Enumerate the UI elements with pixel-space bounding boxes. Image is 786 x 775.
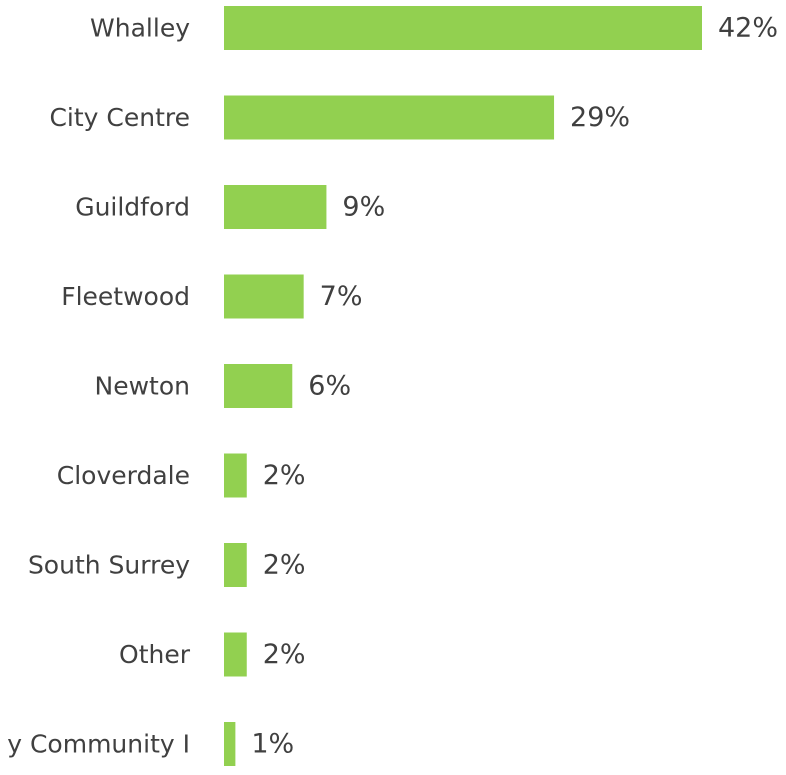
category-label-1: City Centre <box>49 103 190 132</box>
bars-group <box>224 6 702 766</box>
category-label-0: Whalley <box>90 14 190 43</box>
value-label-3: 7% <box>320 281 363 312</box>
category-label-3: Fleetwood <box>61 282 190 311</box>
category-label-6: South Surrey <box>28 551 190 580</box>
bar-0 <box>224 6 702 50</box>
value-label-8: 1% <box>251 729 294 760</box>
category-label-4: Newton <box>95 372 190 401</box>
bar-2 <box>224 185 327 229</box>
bar-8 <box>224 722 236 766</box>
value-label-6: 2% <box>263 550 306 581</box>
category-label-5: Cloverdale <box>57 461 190 490</box>
bar-3 <box>224 274 304 319</box>
category-labels-group: Whalley City Centre Guildford Fleetwood Newt… <box>7 14 190 759</box>
bar-1 <box>224 95 555 140</box>
value-label-0: 42% <box>718 13 778 44</box>
category-label-2: Guildford <box>75 193 190 222</box>
value-label-2: 9% <box>342 192 385 223</box>
bar-7 <box>224 632 247 677</box>
value-label-5: 2% <box>263 460 306 491</box>
value-label-1: 29% <box>570 102 630 133</box>
value-label-7: 2% <box>263 639 306 670</box>
bar-5 <box>224 453 247 498</box>
bar-6 <box>224 543 247 587</box>
category-label-7: Other <box>119 640 191 669</box>
value-label-4: 6% <box>308 371 351 402</box>
category-label-8: y Community I <box>7 730 190 759</box>
bar-4 <box>224 364 293 408</box>
value-labels-group: 42% 29% 9% 7% 6% 2% 2% 2% 1% <box>251 13 778 760</box>
